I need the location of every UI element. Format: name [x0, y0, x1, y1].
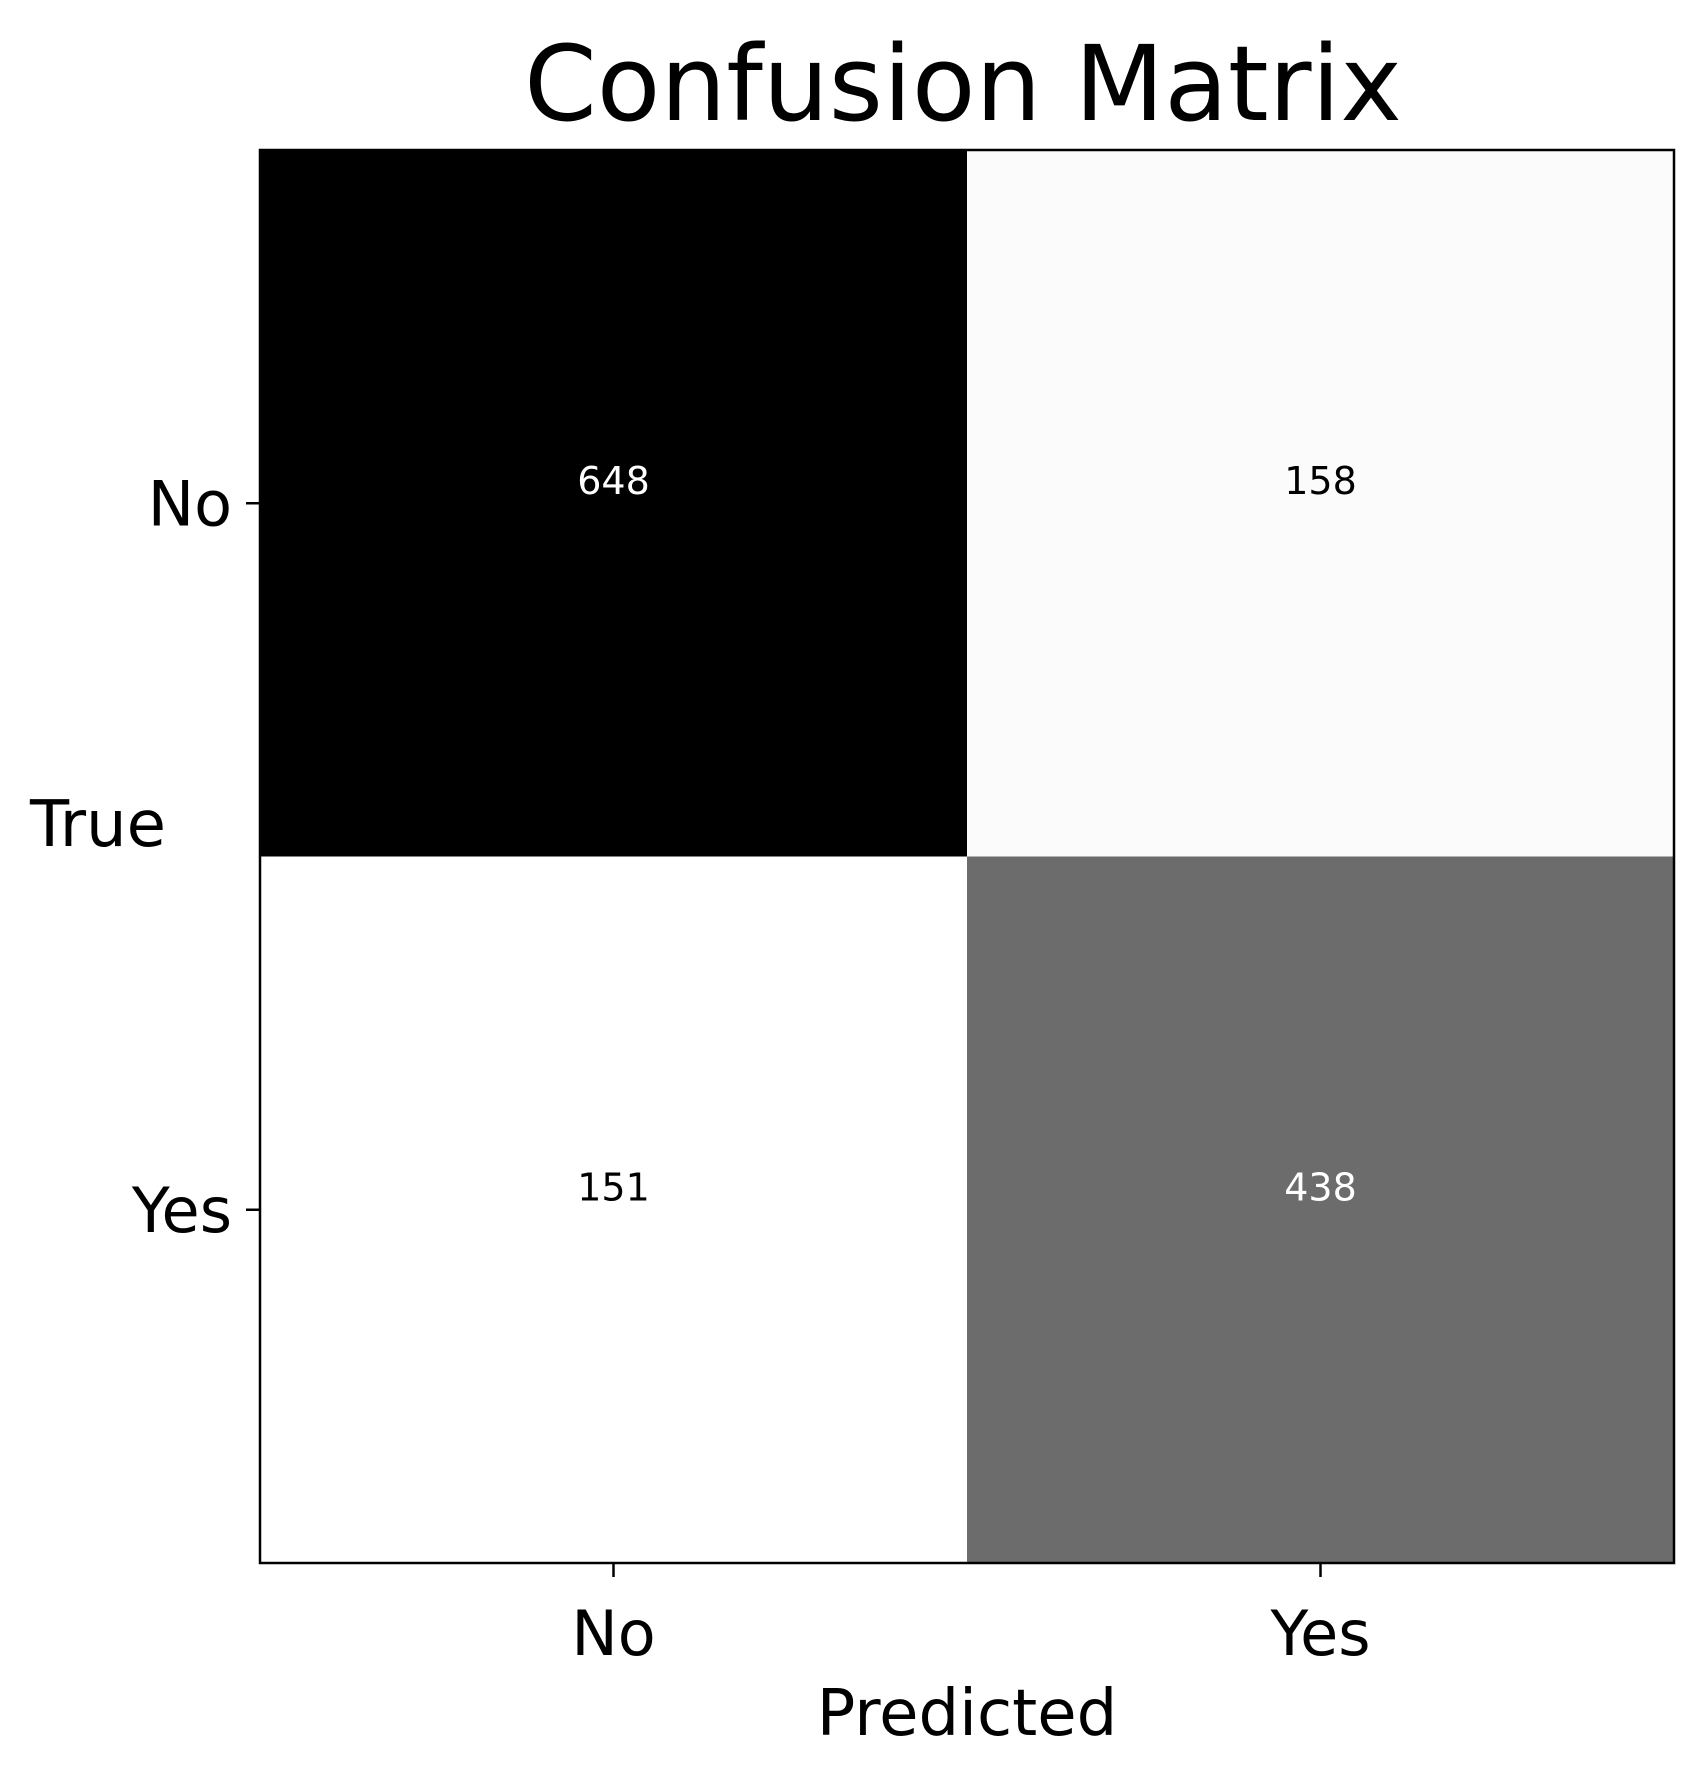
- cell-value-labels: 648 158 151 438: [577, 459, 1357, 1210]
- heatmap-cell-0-0: [260, 150, 968, 857]
- y-tick-label-0: No: [148, 467, 232, 540]
- cell-value-0-1: 158: [1284, 459, 1357, 503]
- x-axis-label: Predicted: [817, 1677, 1117, 1751]
- heatmap-cell-1-1: [967, 856, 1675, 1564]
- y-tick-label-1: Yes: [131, 1174, 232, 1247]
- x-tick-label-1: Yes: [1269, 1597, 1370, 1670]
- y-axis-label: True: [29, 788, 166, 862]
- cell-value-1-1: 438: [1284, 1165, 1357, 1209]
- axis-ticks: No Yes No Yes: [131, 467, 1371, 1670]
- plot-frame: [258, 148, 1676, 1565]
- heatmap-cell-0-1: [967, 150, 1675, 857]
- heatmap-cell-1-0: [260, 856, 968, 1564]
- chart-title: Confusion Matrix: [524, 23, 1402, 145]
- cell-value-0-0: 648: [577, 459, 650, 503]
- cell-value-1-0: 151: [577, 1165, 650, 1209]
- x-tick-label-0: No: [571, 1597, 655, 1670]
- heatmap-cells: [260, 150, 1675, 1564]
